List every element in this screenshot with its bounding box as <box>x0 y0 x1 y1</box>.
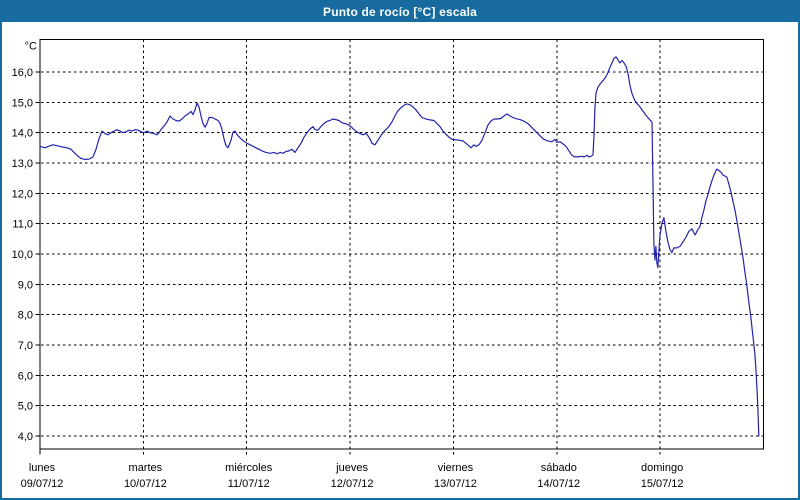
x-day-label: lunes <box>29 462 56 474</box>
x-date-label: 11/07/12 <box>228 478 270 490</box>
x-day-label: domingo <box>641 462 683 474</box>
y-tick-label: 14,0 <box>12 128 33 140</box>
plot-frame <box>39 39 764 450</box>
x-day-label: jueves <box>335 462 368 474</box>
y-tick-label: 8,0 <box>18 310 33 322</box>
plot-area <box>40 39 764 449</box>
x-day-label: viernes <box>438 462 474 474</box>
x-day-label: miércoles <box>225 462 273 474</box>
y-tick-label: 10,0 <box>12 249 33 261</box>
y-axis-unit-label: °C <box>25 41 37 53</box>
y-tick-label: 9,0 <box>18 279 33 291</box>
y-tick-label: 6,0 <box>18 370 33 382</box>
x-day-label: martes <box>129 462 163 474</box>
y-tick-label: 11,0 <box>12 219 33 231</box>
chart-title: Punto de rocío [°C] escala <box>322 5 478 19</box>
x-date-label: 13/07/12 <box>434 478 477 490</box>
y-tick-label: 5,0 <box>18 401 33 413</box>
x-date-label: 09/07/12 <box>21 478 64 490</box>
chart-title-bar: Punto de rocío [°C] escala <box>2 2 798 22</box>
y-tick-label: 16,0 <box>12 67 33 79</box>
y-tick-label: 4,0 <box>18 431 33 443</box>
x-date-label: 12/07/12 <box>331 478 374 490</box>
dew-point-line <box>39 56 760 437</box>
y-tick-label: 13,0 <box>12 158 33 170</box>
y-tick-label: 15,0 <box>12 97 33 109</box>
y-tick-label: 7,0 <box>18 340 33 352</box>
x-day-label: sábado <box>541 462 577 474</box>
x-date-label: 14/07/12 <box>537 478 580 490</box>
x-date-label: 10/07/12 <box>124 478 167 490</box>
y-tick-label: 12,0 <box>12 188 33 200</box>
x-date-label: 15/07/12 <box>641 478 684 490</box>
